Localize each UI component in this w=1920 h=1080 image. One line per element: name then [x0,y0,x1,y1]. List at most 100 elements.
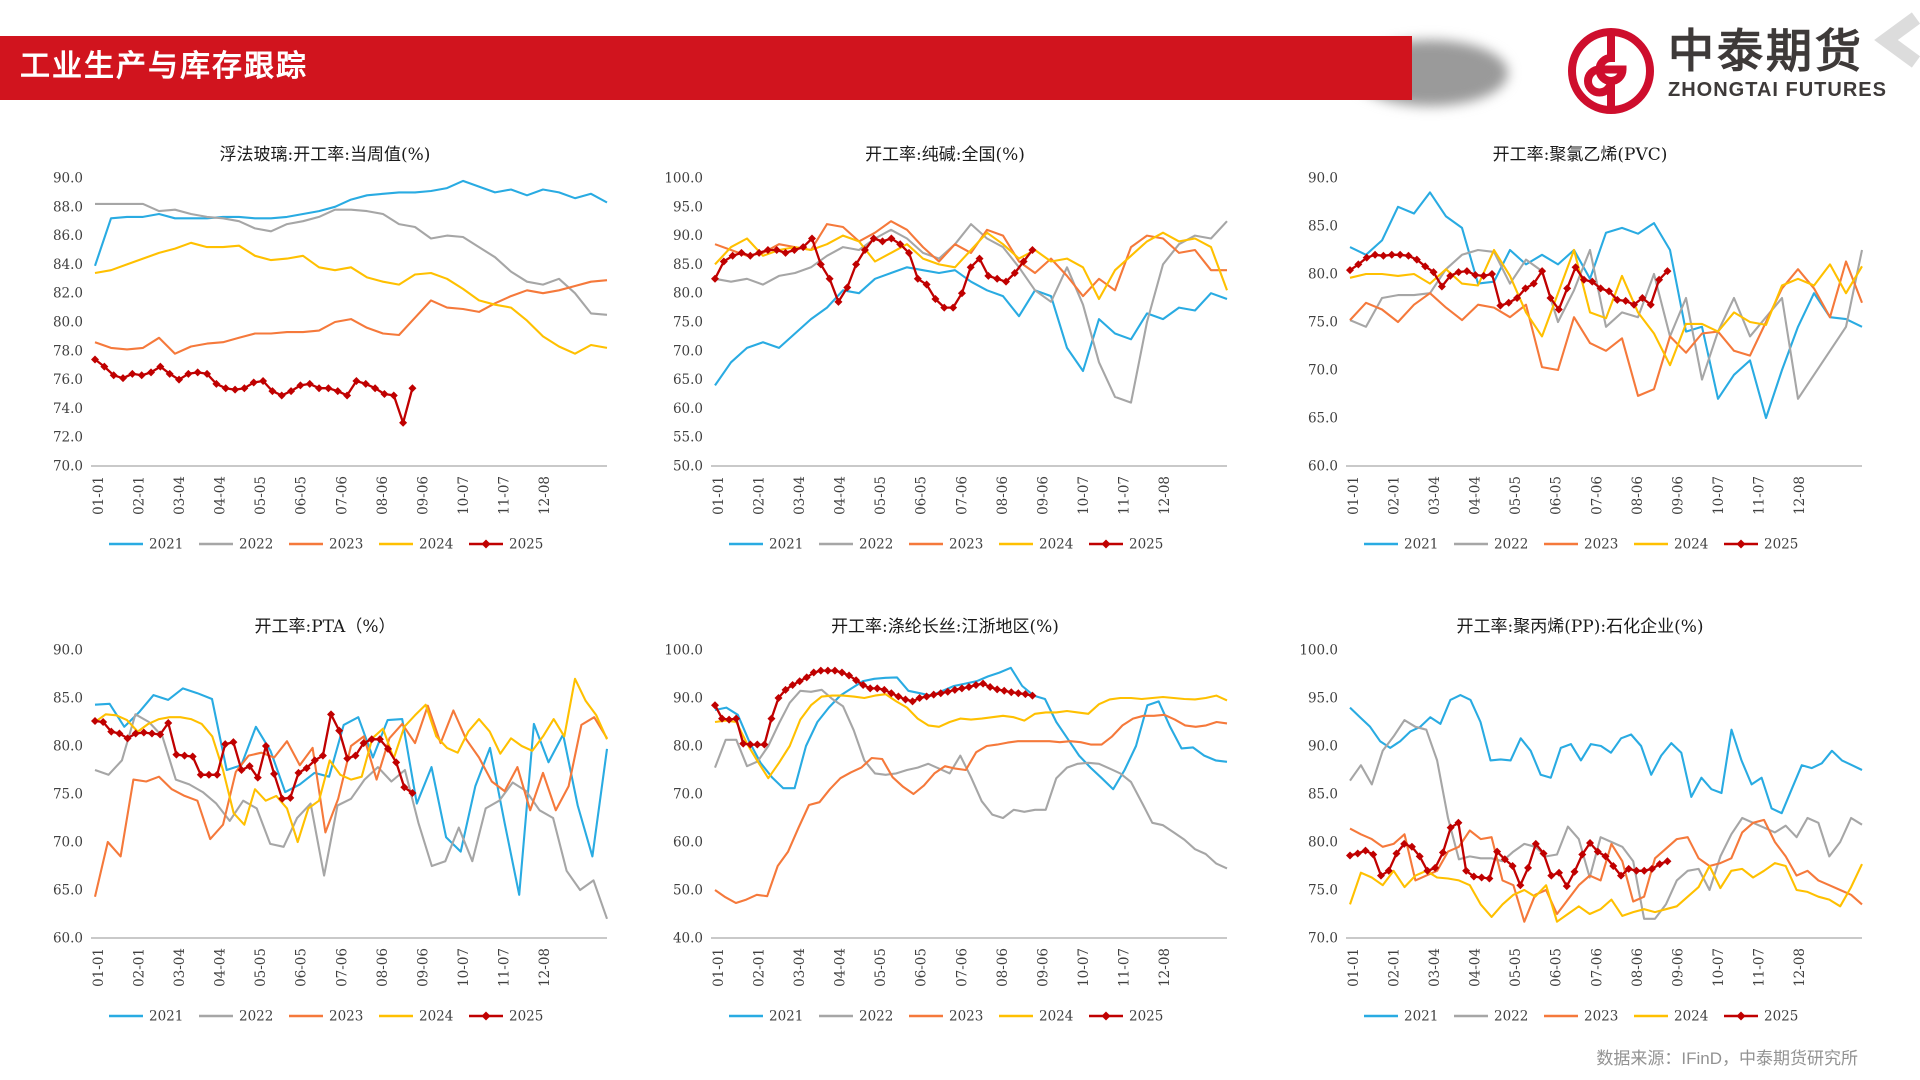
chart-pp-plot: 100.0 95.0 90.0 85.0 80.0 75.0 70.0 01-01 02-01 0… [1299,643,1863,1025]
svg-text:12-08: 12-08 [1792,948,1808,987]
svg-text:11-07: 11-07 [1751,476,1767,515]
svg-text:70.0: 70.0 [53,459,83,475]
svg-text:2022: 2022 [1494,537,1528,553]
svg-text:2025: 2025 [1764,1009,1798,1025]
svg-text:70.0: 70.0 [673,343,703,359]
svg-text:04-04: 04-04 [833,948,849,987]
svg-text:2023: 2023 [949,537,983,553]
svg-text:2025: 2025 [1764,537,1798,553]
svg-text:2021: 2021 [149,1009,183,1025]
svg-text:09-06: 09-06 [415,476,431,515]
chart-title: 开工率:涤纶长丝:江浙地区(%) [831,617,1059,637]
svg-text:65.0: 65.0 [53,883,83,899]
svg-text:12-08: 12-08 [537,948,553,987]
svg-text:2023: 2023 [949,1009,983,1025]
chart-polyester-filament-plot: 100.0 90.0 80.0 70.0 60.0 50.0 40.0 01-01 02-01 0… [664,643,1228,1025]
data-source: 数据来源：IFinD，中泰期货研究所 [1596,1049,1858,1068]
svg-text:65.0: 65.0 [1308,411,1338,427]
svg-text:12-08: 12-08 [537,476,553,515]
svg-text:05-05: 05-05 [873,476,889,515]
svg-text:08-06: 08-06 [1630,476,1646,515]
svg-text:75.0: 75.0 [1308,315,1338,331]
svg-text:2022: 2022 [859,1009,893,1025]
brand-logo: 中泰期货 ZHONGTAI FUTURES [1566,26,1887,116]
back-chevron-icon[interactable] [1872,6,1920,76]
svg-text:10-07: 10-07 [456,476,472,515]
svg-text:08-06: 08-06 [995,476,1011,515]
svg-text:80.0: 80.0 [1308,267,1338,283]
svg-text:03-04: 03-04 [172,948,188,987]
svg-text:2022: 2022 [859,537,893,553]
svg-text:2023: 2023 [329,1009,363,1025]
svg-text:60.0: 60.0 [53,931,83,947]
chart-pta-plot: 90.0 85.0 80.0 75.0 70.0 65.0 60.0 01-01 02-01 03… [53,643,609,1025]
svg-text:50.0: 50.0 [673,883,703,899]
svg-text:2024: 2024 [1039,1009,1073,1025]
svg-text:05-05: 05-05 [1508,948,1524,987]
svg-text:75.0: 75.0 [673,315,703,331]
svg-text:06-05: 06-05 [1549,948,1565,987]
svg-text:02-01: 02-01 [132,476,148,515]
svg-text:2022: 2022 [239,1009,273,1025]
svg-text:2024: 2024 [1674,1009,1708,1025]
svg-text:2023: 2023 [1584,537,1618,553]
svg-text:2021: 2021 [769,1009,803,1025]
svg-text:2024: 2024 [1039,537,1073,553]
svg-text:06-05: 06-05 [1549,476,1565,515]
svg-text:2023: 2023 [329,537,363,553]
logo-name-en: ZHONGTAI FUTURES [1668,78,1887,101]
chart-title: 开工率:PTA（%） [254,617,396,637]
svg-text:04-04: 04-04 [213,476,229,515]
svg-text:80.0: 80.0 [1308,835,1338,851]
page-title: 工业生产与库存跟踪 [20,50,308,83]
svg-text:85.0: 85.0 [673,257,703,273]
chart-title: 开工率:聚丙烯(PP):石化企业(%) [1456,617,1704,637]
svg-text:04-04: 04-04 [833,476,849,515]
svg-text:85.0: 85.0 [1308,219,1338,235]
svg-text:06-05: 06-05 [294,476,310,515]
svg-text:07-06: 07-06 [1589,476,1605,515]
svg-text:72.0: 72.0 [53,430,83,446]
svg-text:90.0: 90.0 [1308,171,1338,187]
svg-text:40.0: 40.0 [673,931,703,947]
svg-text:60.0: 60.0 [673,401,703,417]
svg-text:80.0: 80.0 [53,739,83,755]
svg-text:03-04: 03-04 [172,476,188,515]
svg-text:90.0: 90.0 [53,171,83,187]
svg-text:05-05: 05-05 [873,948,889,987]
svg-text:01-01: 01-01 [711,948,727,987]
svg-text:09-06: 09-06 [1035,476,1051,515]
svg-text:07-06: 07-06 [954,476,970,515]
svg-text:07-06: 07-06 [1589,948,1605,987]
svg-text:01-01: 01-01 [711,476,727,515]
svg-text:07-06: 07-06 [334,476,350,515]
svg-text:11-07: 11-07 [1751,948,1767,987]
svg-text:01-01: 01-01 [91,948,107,987]
svg-text:100.0: 100.0 [664,171,703,187]
svg-text:02-01: 02-01 [1387,948,1403,987]
svg-text:2025: 2025 [1129,537,1163,553]
svg-text:01-01: 01-01 [91,476,107,515]
svg-text:12-08: 12-08 [1157,948,1173,987]
svg-text:70.0: 70.0 [1308,363,1338,379]
svg-text:84.0: 84.0 [53,257,83,273]
svg-text:2025: 2025 [1129,1009,1163,1025]
svg-text:04-04: 04-04 [1468,476,1484,515]
svg-text:01-01: 01-01 [1346,476,1362,515]
svg-text:78.0: 78.0 [53,343,83,359]
svg-text:11-07: 11-07 [1116,476,1132,515]
svg-text:2025: 2025 [509,1009,543,1025]
svg-text:11-07: 11-07 [496,948,512,987]
svg-text:2025: 2025 [509,537,543,553]
svg-text:02-01: 02-01 [752,476,768,515]
svg-text:50.0: 50.0 [673,459,703,475]
svg-text:07-06: 07-06 [334,948,350,987]
chart-title: 开工率:聚氯乙烯(PVC) [1492,145,1668,165]
svg-text:80.0: 80.0 [673,286,703,302]
svg-text:10-07: 10-07 [1076,476,1092,515]
svg-text:04-04: 04-04 [1468,948,1484,987]
svg-text:86.0: 86.0 [53,228,83,244]
logo-name-cn: 中泰期货 [1668,25,1864,77]
svg-text:2024: 2024 [1674,537,1708,553]
